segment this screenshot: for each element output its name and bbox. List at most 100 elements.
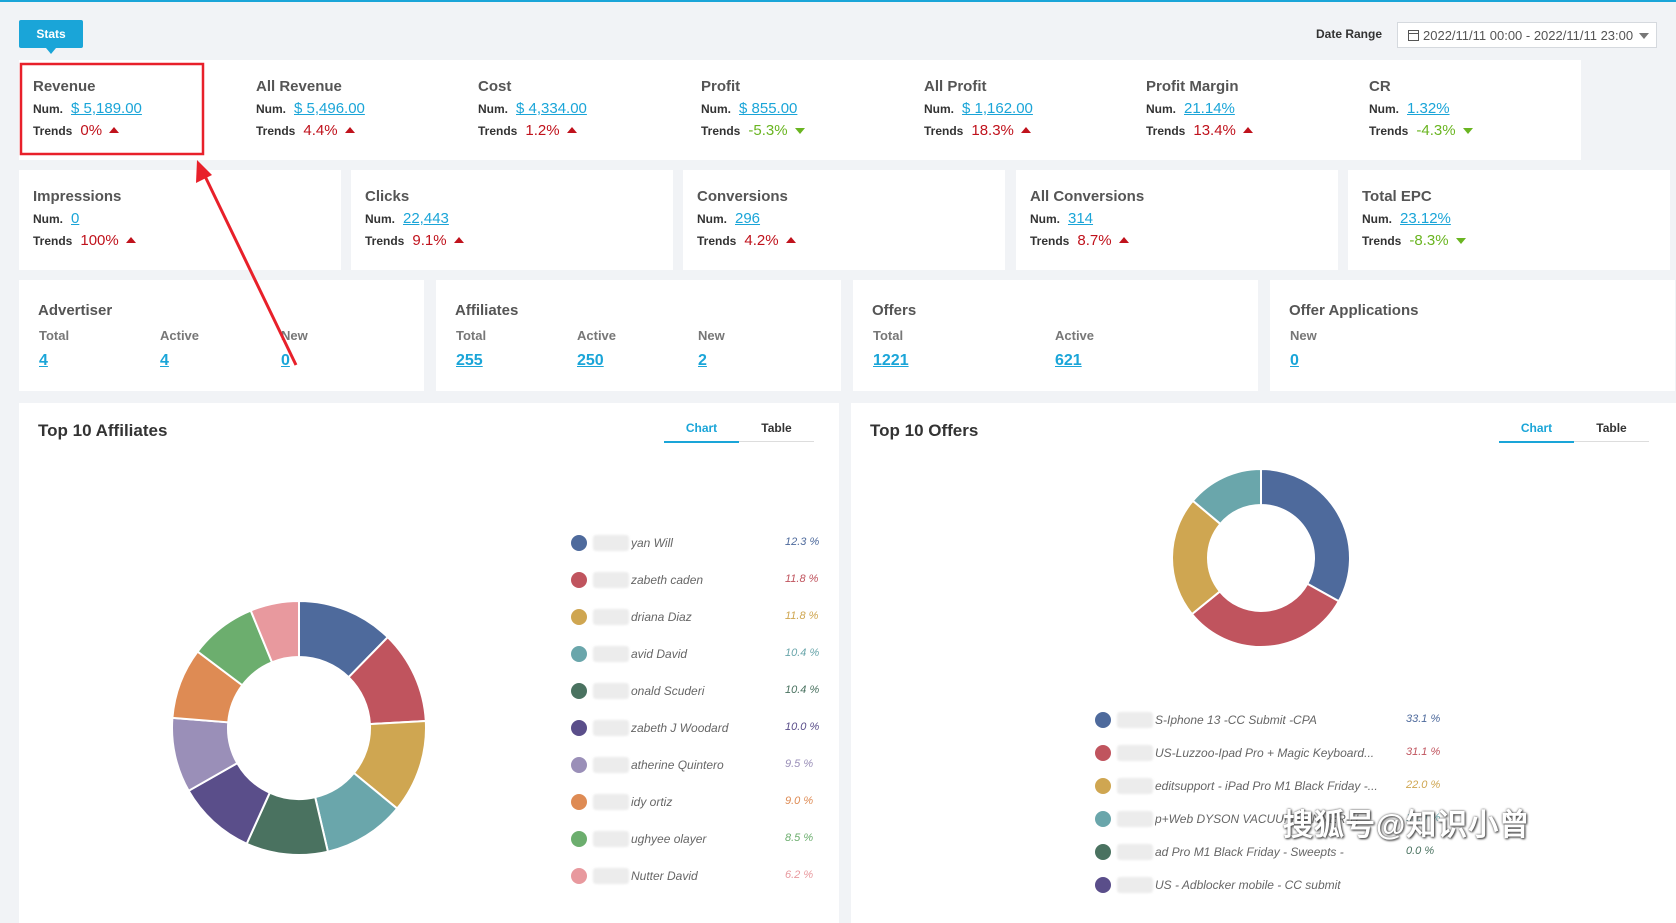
tab-chart[interactable]: Chart	[664, 415, 739, 443]
num-label: Num.	[33, 102, 63, 116]
count-value-link[interactable]: 2	[698, 352, 707, 369]
metric-value-link[interactable]: 22,443	[403, 210, 449, 227]
legend-item[interactable]: zabeth J Woodard	[571, 718, 771, 738]
legend-dot-icon	[571, 609, 587, 625]
metric-value-link[interactable]: 296	[735, 210, 761, 227]
affiliates-donut-chart	[171, 599, 427, 856]
metric-title: All Conversions	[1030, 188, 1145, 205]
count-value-link[interactable]: 255	[456, 352, 483, 369]
legend-percent: 0.0 %	[1406, 845, 1435, 857]
legend-item[interactable]: avid David	[571, 644, 771, 664]
legend-item[interactable]: yan Will	[571, 533, 771, 553]
blurred-name-region	[593, 683, 629, 699]
legend-item[interactable]: zabeth caden	[571, 570, 771, 590]
metric-num-row: Num. 22,443	[365, 210, 449, 227]
blurred-name-region	[1117, 877, 1153, 893]
num-label: Num.	[701, 102, 731, 116]
tab-table[interactable]: Table	[761, 421, 792, 435]
legend-item[interactable]: idy ortiz	[571, 792, 771, 812]
count-value-link[interactable]: 621	[1055, 352, 1082, 369]
count-value-link[interactable]: 4	[39, 352, 48, 369]
legend-item[interactable]: editsupport - iPad Pro M1 Black Friday -…	[1095, 776, 1387, 796]
legend-item[interactable]: driana Diaz	[571, 607, 771, 627]
metric-title: Cost	[478, 78, 512, 95]
tab-chart[interactable]: Chart	[1499, 415, 1574, 443]
annotation-arrow-head	[196, 160, 212, 183]
legend-item[interactable]: onald Scuderi	[571, 681, 771, 701]
count-value-link[interactable]: 0	[1290, 352, 1299, 369]
triangle-up-icon	[453, 237, 464, 243]
blurred-name-region	[1117, 712, 1153, 728]
metric-value-link[interactable]: $ 1,162.00	[962, 100, 1033, 117]
trend-label: Trends	[478, 124, 518, 138]
trend-label: Trends	[1030, 234, 1070, 248]
metric-card-all-revenue: All Revenue Num. $ 5,496.00 Trends 4.4%	[242, 60, 468, 160]
metric-value-link[interactable]: $ 5,496.00	[294, 100, 365, 117]
num-label: Num.	[697, 212, 727, 226]
calendar-icon	[1408, 29, 1419, 41]
triangle-up-icon	[109, 127, 120, 133]
triangle-up-icon	[1242, 127, 1253, 133]
count-value-link[interactable]: 1221	[873, 352, 909, 369]
legend-label: zabeth J Woodard	[631, 721, 729, 735]
count-column: Active 4	[160, 328, 199, 370]
legend-item[interactable]: US-Luzzoo-Ipad Pro + Magic Keyboard...	[1095, 743, 1387, 763]
metric-trend-row: Trends -4.3%	[1369, 122, 1473, 139]
date-range-input[interactable]: 2022/11/11 00:00 - 2022/11/11 23:00	[1397, 22, 1657, 48]
count-label: Active	[577, 328, 617, 343]
metric-trend-row: Trends 100%	[33, 232, 136, 249]
legend-item[interactable]: S-Iphone 13 -CC Submit -CPA	[1095, 710, 1387, 730]
count-label: New	[1290, 328, 1317, 343]
metric-card-total-epc: Total EPC Num. 23.12% Trends -8.3%	[1348, 170, 1670, 270]
metric-value-link[interactable]: 23.12%	[1400, 210, 1451, 227]
legend-item[interactable]: ughyee olayer	[571, 829, 771, 849]
count-card-title: Advertiser	[38, 302, 113, 319]
stats-tab[interactable]: Stats	[19, 20, 83, 54]
metric-value-link[interactable]: $ 5,189.00	[71, 100, 142, 117]
legend-dot-icon	[571, 720, 587, 736]
legend-item[interactable]: atherine Quintero	[571, 755, 771, 775]
metric-num-row: Num. 1.32%	[1369, 100, 1450, 117]
count-value-link[interactable]: 0	[281, 352, 290, 369]
metric-value-link[interactable]: 1.32%	[1407, 100, 1450, 117]
metric-value-link[interactable]: 0	[71, 210, 80, 227]
legend-percent: 11.8 %	[785, 610, 819, 622]
metric-trend-row: Trends 9.1%	[365, 232, 464, 249]
donut-slice[interactable]	[1191, 468, 1262, 526]
legend-dot-icon	[571, 683, 587, 699]
tab-table[interactable]: Table	[1596, 421, 1627, 435]
donut-slice[interactable]	[249, 599, 300, 664]
legend-item[interactable]: ad Pro M1 Black Friday - Sweepts -	[1095, 842, 1387, 862]
legend-item[interactable]: Nutter David	[571, 866, 771, 886]
blurred-name-region	[1117, 811, 1153, 827]
metric-num-row: Num. 23.12%	[1362, 210, 1451, 227]
chevron-down-icon[interactable]	[1639, 33, 1649, 39]
count-value-link[interactable]: 250	[577, 352, 604, 369]
metric-value-link[interactable]: 314	[1068, 210, 1094, 227]
donut-slice[interactable]	[1260, 468, 1351, 603]
count-card-advertiser: Advertiser Total 4 Active 4 New 0	[19, 280, 424, 391]
metric-trend-row: Trends 4.4%	[256, 122, 355, 139]
triangle-up-icon	[125, 237, 136, 243]
legend-label: Nutter David	[631, 869, 698, 883]
donut-slice[interactable]	[1190, 582, 1341, 648]
legend-item[interactable]: US - Adblocker mobile - CC submit	[1095, 875, 1387, 895]
metric-value-link[interactable]: $ 855.00	[739, 100, 798, 117]
blurred-name-region	[593, 572, 629, 588]
metric-num-row: Num. $ 1,162.00	[924, 100, 1033, 117]
metric-value-link[interactable]: $ 4,334.00	[516, 100, 587, 117]
metric-card-cost: Cost Num. $ 4,334.00 Trends 1.2%	[464, 60, 690, 160]
count-value-link[interactable]: 4	[160, 352, 169, 369]
trend-label: Trends	[33, 234, 73, 248]
metric-card-revenue: Revenue Num. $ 5,189.00 Trends 0%	[19, 60, 245, 160]
metric-value-link[interactable]: 21.14%	[1184, 100, 1235, 117]
legend-label: p+Web DYSON VACUUM WINNER-U...	[1155, 812, 1369, 826]
count-column: Total 1221	[873, 328, 909, 370]
num-label: Num.	[1146, 102, 1176, 116]
trend-label: Trends	[924, 124, 964, 138]
trend-value: -5.3%	[748, 122, 788, 139]
legend-label: US-Luzzoo-Ipad Pro + Magic Keyboard...	[1155, 746, 1375, 760]
legend-percent: 10.0 %	[785, 721, 820, 733]
num-label: Num.	[1030, 212, 1060, 226]
legend-item[interactable]: p+Web DYSON VACUUM WINNER-U...	[1095, 809, 1387, 829]
